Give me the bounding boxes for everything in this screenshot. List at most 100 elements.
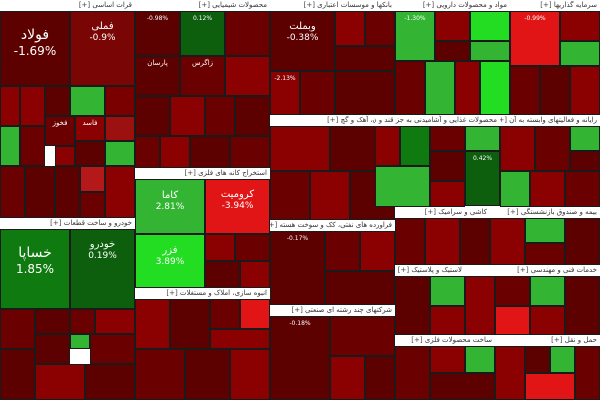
stock-tile[interactable] bbox=[95, 309, 135, 334]
stock-tile[interactable] bbox=[430, 126, 465, 151]
stock-tile[interactable] bbox=[55, 166, 80, 218]
stock-tile[interactable] bbox=[365, 11, 395, 46]
sector-header[interactable]: حمل و نقل [+] bbox=[495, 335, 600, 346]
stock-tile[interactable]: وبملت -0.38% bbox=[270, 11, 335, 71]
sector-header[interactable]: خودرو و ساخت قطعات [+] bbox=[0, 218, 135, 229]
stock-tile[interactable] bbox=[570, 66, 600, 115]
sector-header[interactable]: محصولات شیمیایی [+] bbox=[135, 0, 270, 11]
stock-tile[interactable] bbox=[395, 276, 430, 335]
sector-header[interactable]: فراورده های نفتی، کک و سوخت هسته [+] bbox=[270, 220, 395, 231]
stock-tile[interactable] bbox=[35, 309, 70, 334]
stock-tile[interactable] bbox=[170, 299, 210, 349]
stock-tile[interactable] bbox=[190, 136, 230, 168]
stock-tile[interactable] bbox=[240, 261, 270, 288]
stock-tile[interactable] bbox=[335, 11, 365, 46]
expand-sector-button[interactable]: [+] bbox=[540, 1, 552, 9]
stock-tile[interactable]: فزر 3.89% bbox=[135, 234, 205, 288]
expand-sector-button[interactable]: [+] bbox=[517, 266, 529, 274]
stock-tile[interactable] bbox=[335, 71, 395, 115]
stock-tile[interactable] bbox=[75, 141, 105, 166]
expand-sector-button[interactable]: [+] bbox=[422, 1, 435, 9]
stock-tile[interactable] bbox=[565, 218, 600, 265]
sector-header[interactable]: بانکها و موسسات اعتباری [+] bbox=[270, 0, 395, 11]
stock-tile[interactable] bbox=[225, 11, 270, 56]
stock-tile[interactable] bbox=[465, 276, 495, 335]
stock-tile[interactable]: -0.99% bbox=[510, 11, 560, 66]
stock-tile[interactable] bbox=[575, 346, 600, 400]
sector-header[interactable]: سرمایه گذاریها [+] bbox=[510, 0, 600, 11]
stock-tile[interactable] bbox=[570, 151, 600, 171]
stock-tile[interactable] bbox=[70, 309, 95, 334]
stock-tile[interactable] bbox=[210, 299, 240, 329]
stock-tile[interactable] bbox=[225, 56, 270, 96]
stock-tile[interactable] bbox=[430, 181, 465, 207]
stock-tile[interactable] bbox=[395, 61, 425, 115]
expand-sector-button[interactable]: [+] bbox=[198, 1, 210, 9]
stock-tile[interactable] bbox=[395, 218, 425, 265]
stock-tile[interactable] bbox=[270, 171, 310, 220]
stock-tile[interactable] bbox=[335, 46, 395, 71]
stock-tile[interactable] bbox=[430, 306, 465, 335]
stock-tile[interactable]: کاما 2.81% bbox=[135, 179, 205, 234]
stock-tile[interactable] bbox=[105, 166, 135, 218]
sector-header[interactable]: استخراج کانه های فلزی [+] bbox=[135, 168, 270, 179]
stock-tile[interactable] bbox=[425, 61, 455, 115]
stock-tile[interactable] bbox=[135, 299, 170, 349]
stock-tile[interactable] bbox=[365, 356, 395, 400]
stock-tile[interactable] bbox=[525, 218, 565, 243]
stock-tile[interactable] bbox=[45, 86, 70, 116]
stock-tile[interactable] bbox=[105, 86, 135, 116]
stock-tile[interactable] bbox=[430, 346, 465, 373]
stock-tile[interactable] bbox=[480, 61, 510, 115]
expand-sector-button[interactable]: [+] bbox=[166, 289, 178, 297]
sector-header[interactable]: ساخت محصولات فلزی [+] bbox=[395, 335, 495, 346]
stock-tile[interactable]: فولاد -1.69% bbox=[0, 11, 70, 86]
stock-tile[interactable] bbox=[530, 306, 565, 335]
stock-tile[interactable] bbox=[35, 334, 70, 364]
sector-header[interactable]: لاستیک و پلاستیک [+] bbox=[395, 265, 465, 276]
stock-tile[interactable] bbox=[465, 346, 495, 373]
stock-tile[interactable] bbox=[550, 346, 575, 373]
stock-tile[interactable] bbox=[0, 126, 20, 166]
stock-tile[interactable] bbox=[560, 11, 600, 41]
sector-header[interactable]: کاشی و سرامیک [+] bbox=[395, 207, 490, 218]
stock-tile[interactable] bbox=[35, 364, 85, 400]
stock-tile[interactable] bbox=[135, 96, 170, 136]
stock-tile[interactable] bbox=[330, 316, 395, 356]
stock-tile[interactable]: -1.30% bbox=[395, 11, 435, 61]
stock-tile[interactable] bbox=[560, 41, 600, 66]
stock-tile[interactable] bbox=[525, 243, 565, 265]
stock-tile[interactable] bbox=[330, 356, 365, 400]
expand-sector-button[interactable]: [+] bbox=[291, 306, 303, 314]
expand-sector-button[interactable]: [+] bbox=[397, 266, 410, 274]
stock-tile[interactable] bbox=[205, 234, 235, 261]
stock-tile[interactable] bbox=[460, 218, 490, 265]
sector-header[interactable]: مواد و محصولات دارویی [+] bbox=[395, 0, 510, 11]
stock-tile[interactable] bbox=[325, 231, 360, 271]
stock-tile[interactable] bbox=[495, 346, 525, 400]
stock-tile[interactable] bbox=[80, 192, 105, 218]
stock-tile[interactable] bbox=[20, 126, 45, 166]
stock-tile[interactable]: -0.17% bbox=[270, 231, 325, 305]
sector-header[interactable]: سیمان، آهک و گچ [+] bbox=[270, 115, 395, 126]
stock-tile[interactable] bbox=[25, 166, 55, 218]
stock-tile[interactable]: کرومیت -3.94% bbox=[205, 179, 270, 234]
stock-tile[interactable] bbox=[530, 276, 565, 306]
stock-tile[interactable] bbox=[490, 218, 525, 265]
sector-header[interactable]: شرکتهای چند رشته ای صنعتی [+] bbox=[270, 305, 395, 316]
stock-tile[interactable] bbox=[70, 334, 90, 349]
stock-tile[interactable]: -0.98% bbox=[135, 11, 180, 56]
stock-tile[interactable] bbox=[530, 171, 565, 207]
expand-sector-button[interactable]: [+] bbox=[551, 336, 563, 344]
stock-tile[interactable] bbox=[435, 11, 470, 41]
expand-sector-button[interactable]: [+] bbox=[411, 336, 423, 344]
stock-tile[interactable]: فخوز bbox=[45, 116, 75, 146]
sector-header[interactable]: محصولات غذایی و آشامیدنی به جز قند و شکر… bbox=[375, 115, 500, 126]
stock-tile[interactable]: -0.18% bbox=[270, 316, 330, 400]
stock-tile[interactable] bbox=[565, 171, 600, 207]
stock-tile[interactable]: زاگرس bbox=[180, 56, 225, 96]
stock-tile[interactable] bbox=[185, 349, 230, 400]
stock-tile[interactable] bbox=[0, 86, 20, 126]
stock-tile[interactable] bbox=[235, 96, 270, 136]
stock-tile[interactable] bbox=[360, 231, 395, 271]
